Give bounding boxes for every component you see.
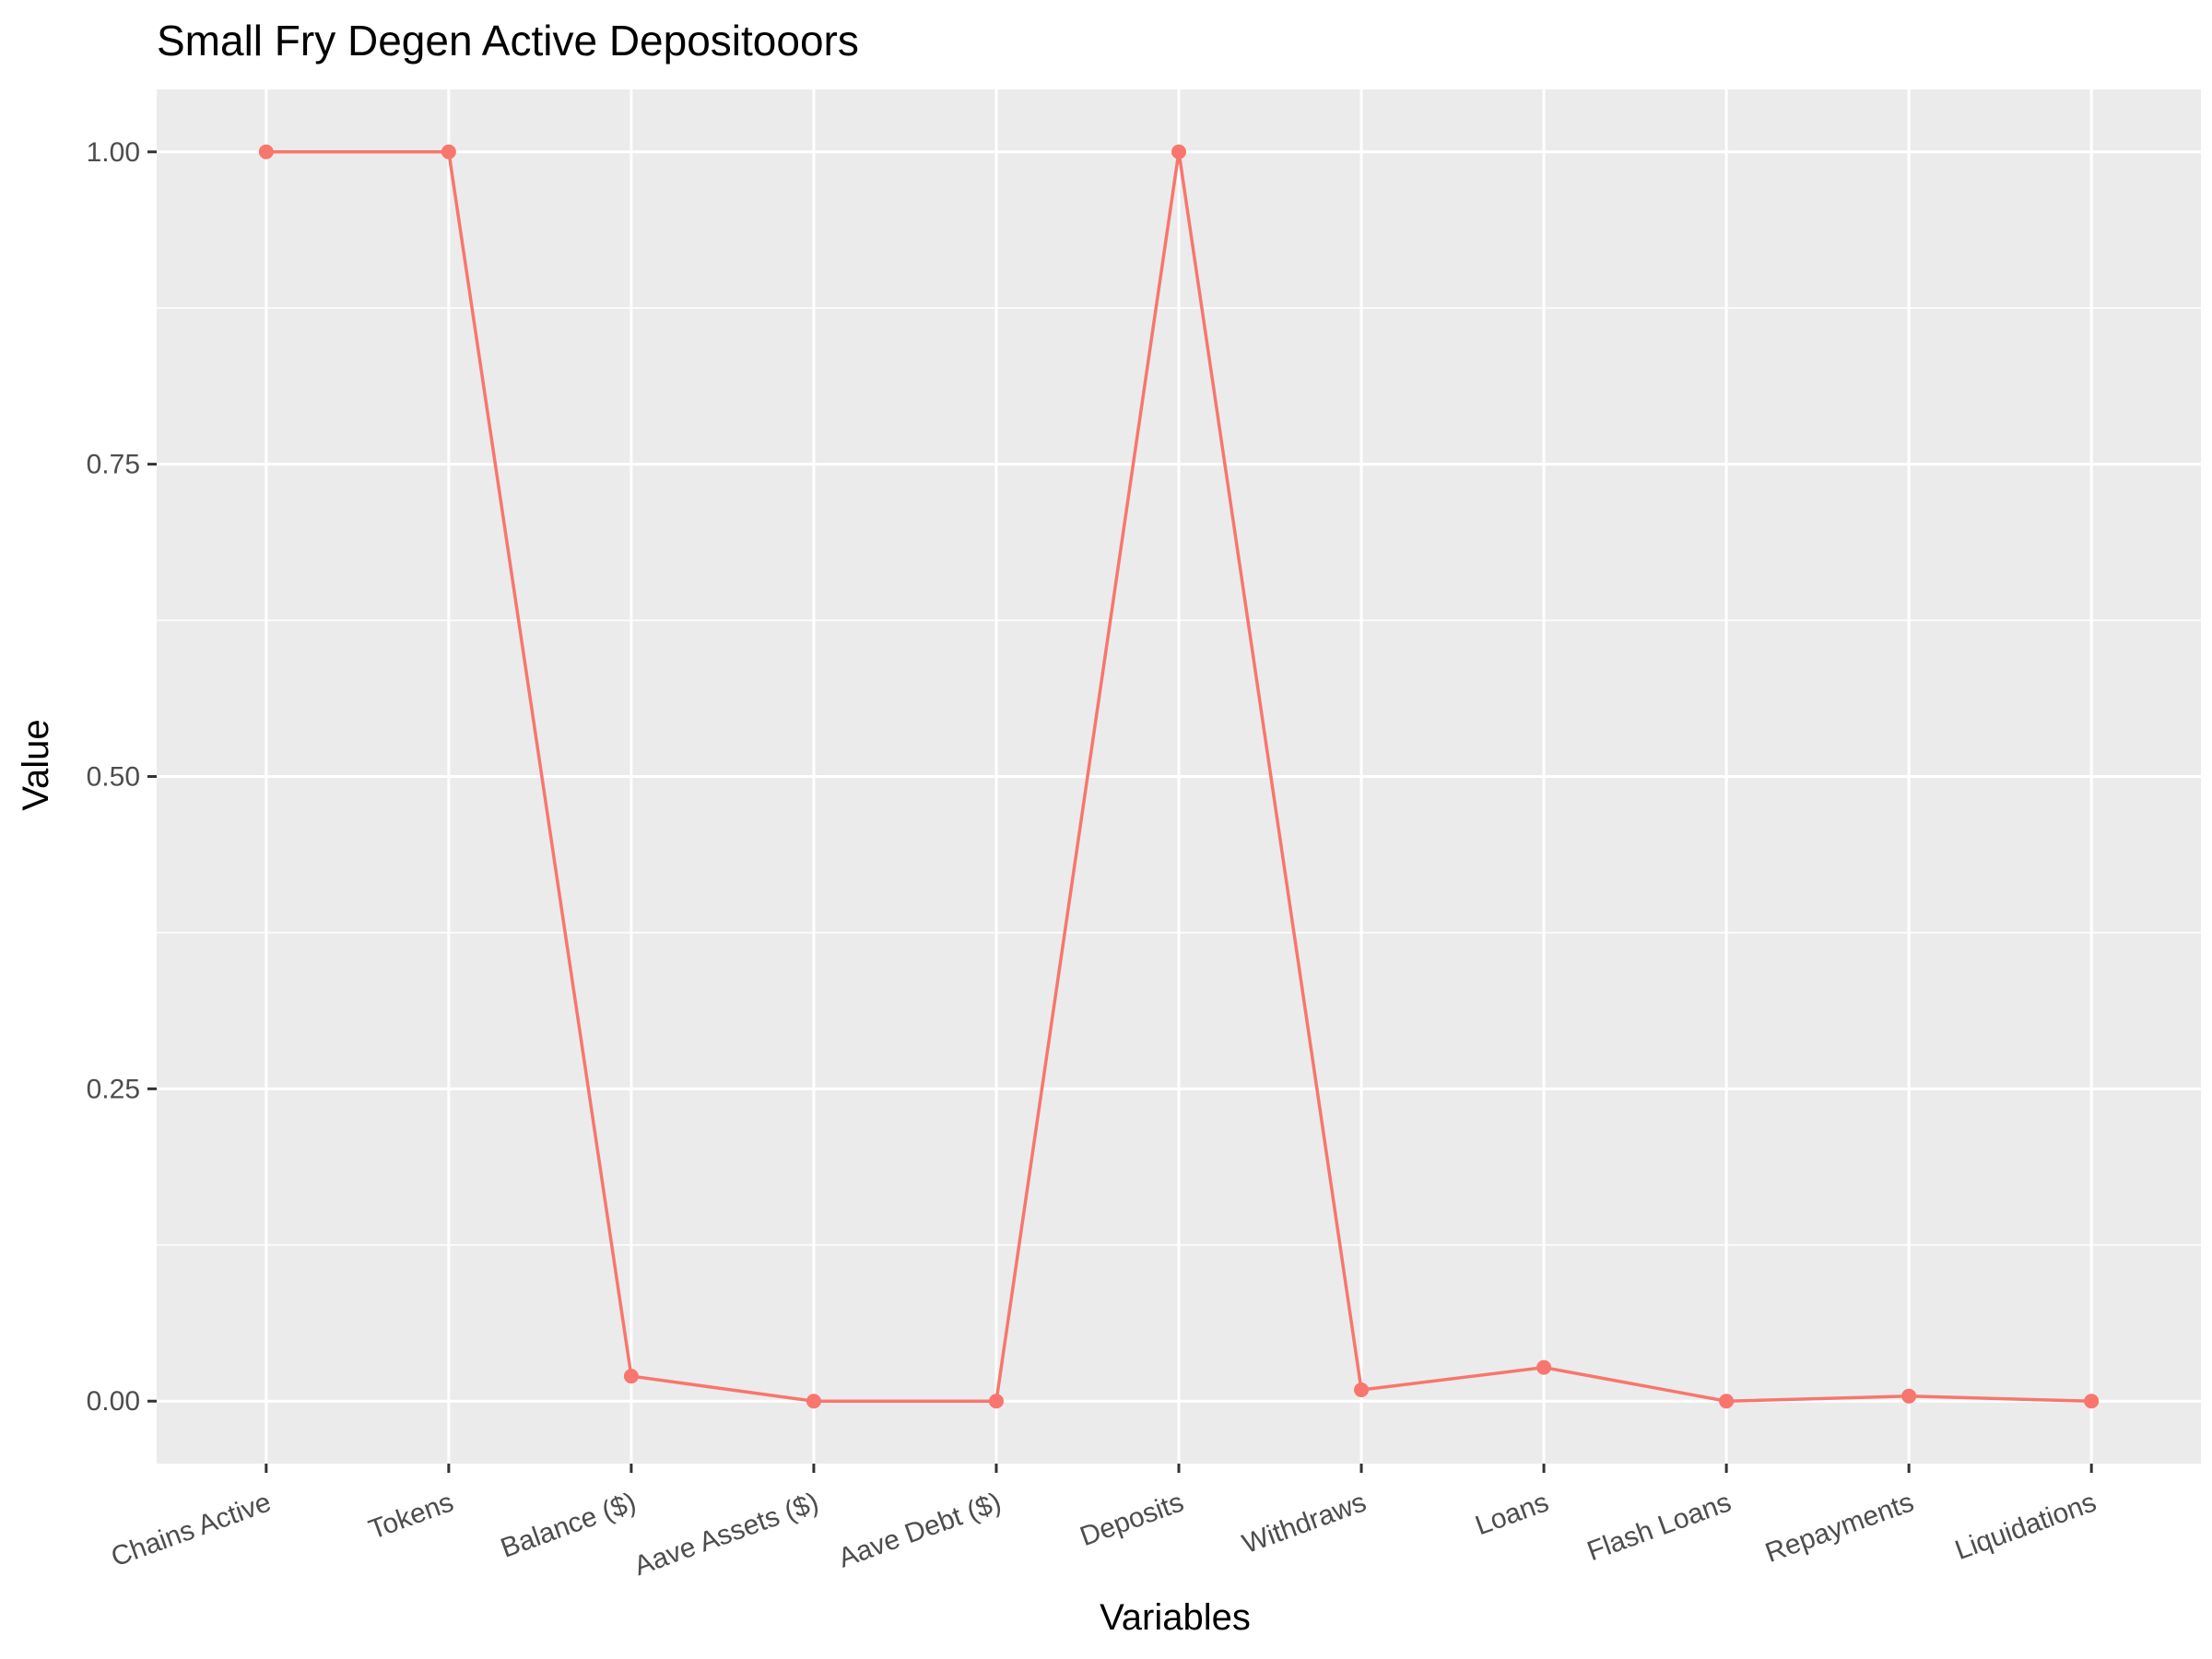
x-tick-label: Chains Active <box>107 1487 275 1572</box>
x-tick-label: Liquidations <box>1951 1487 2100 1566</box>
data-point <box>1171 144 1186 159</box>
x-tick-label: Flash Loans <box>1583 1487 1735 1567</box>
x-tick-label: Tokens <box>365 1487 458 1546</box>
y-tick-label: 0.00 <box>87 1386 140 1417</box>
x-tick-label: Aave Debt ($) <box>834 1487 1005 1573</box>
major-gridlines <box>157 89 2201 1464</box>
x-tick-label: Deposits <box>1077 1487 1188 1552</box>
data-point <box>441 144 456 159</box>
data-point <box>988 1394 1004 1409</box>
x-tick-label: Loans <box>1472 1487 1553 1541</box>
y-tick-label: 1.00 <box>87 137 140 168</box>
y-axis-ticks: 0.00 0.25 0.50 0.75 1.00 <box>87 137 157 1417</box>
data-point <box>1354 1382 1370 1398</box>
y-tick-label: 0.25 <box>87 1074 140 1104</box>
data-point <box>1901 1388 1917 1404</box>
data-point <box>2084 1394 2100 1409</box>
x-axis-ticks: Chains Active Tokens Balance ($)Aave Asset… <box>107 1464 2100 1582</box>
x-tick-label: Repayments <box>1761 1487 1918 1569</box>
data-point <box>623 1369 639 1384</box>
data-point <box>1719 1394 1735 1409</box>
x-tick-label: Withdraws <box>1239 1487 1371 1559</box>
x-axis-title: Variables <box>1100 1597 1251 1638</box>
data-point <box>258 144 274 159</box>
data-point <box>806 1394 821 1409</box>
chart-title: Small Fry Degen Active Depositooors <box>157 17 859 65</box>
data-point <box>1536 1359 1552 1375</box>
x-tick-label: Aave Assets ($) <box>630 1487 823 1582</box>
y-tick-label: 0.50 <box>87 762 140 793</box>
data-points <box>258 144 2100 1409</box>
y-axis-title: Value <box>16 719 56 810</box>
x-tick-label: Balance ($) <box>497 1487 640 1563</box>
y-tick-label: 0.75 <box>87 450 140 480</box>
